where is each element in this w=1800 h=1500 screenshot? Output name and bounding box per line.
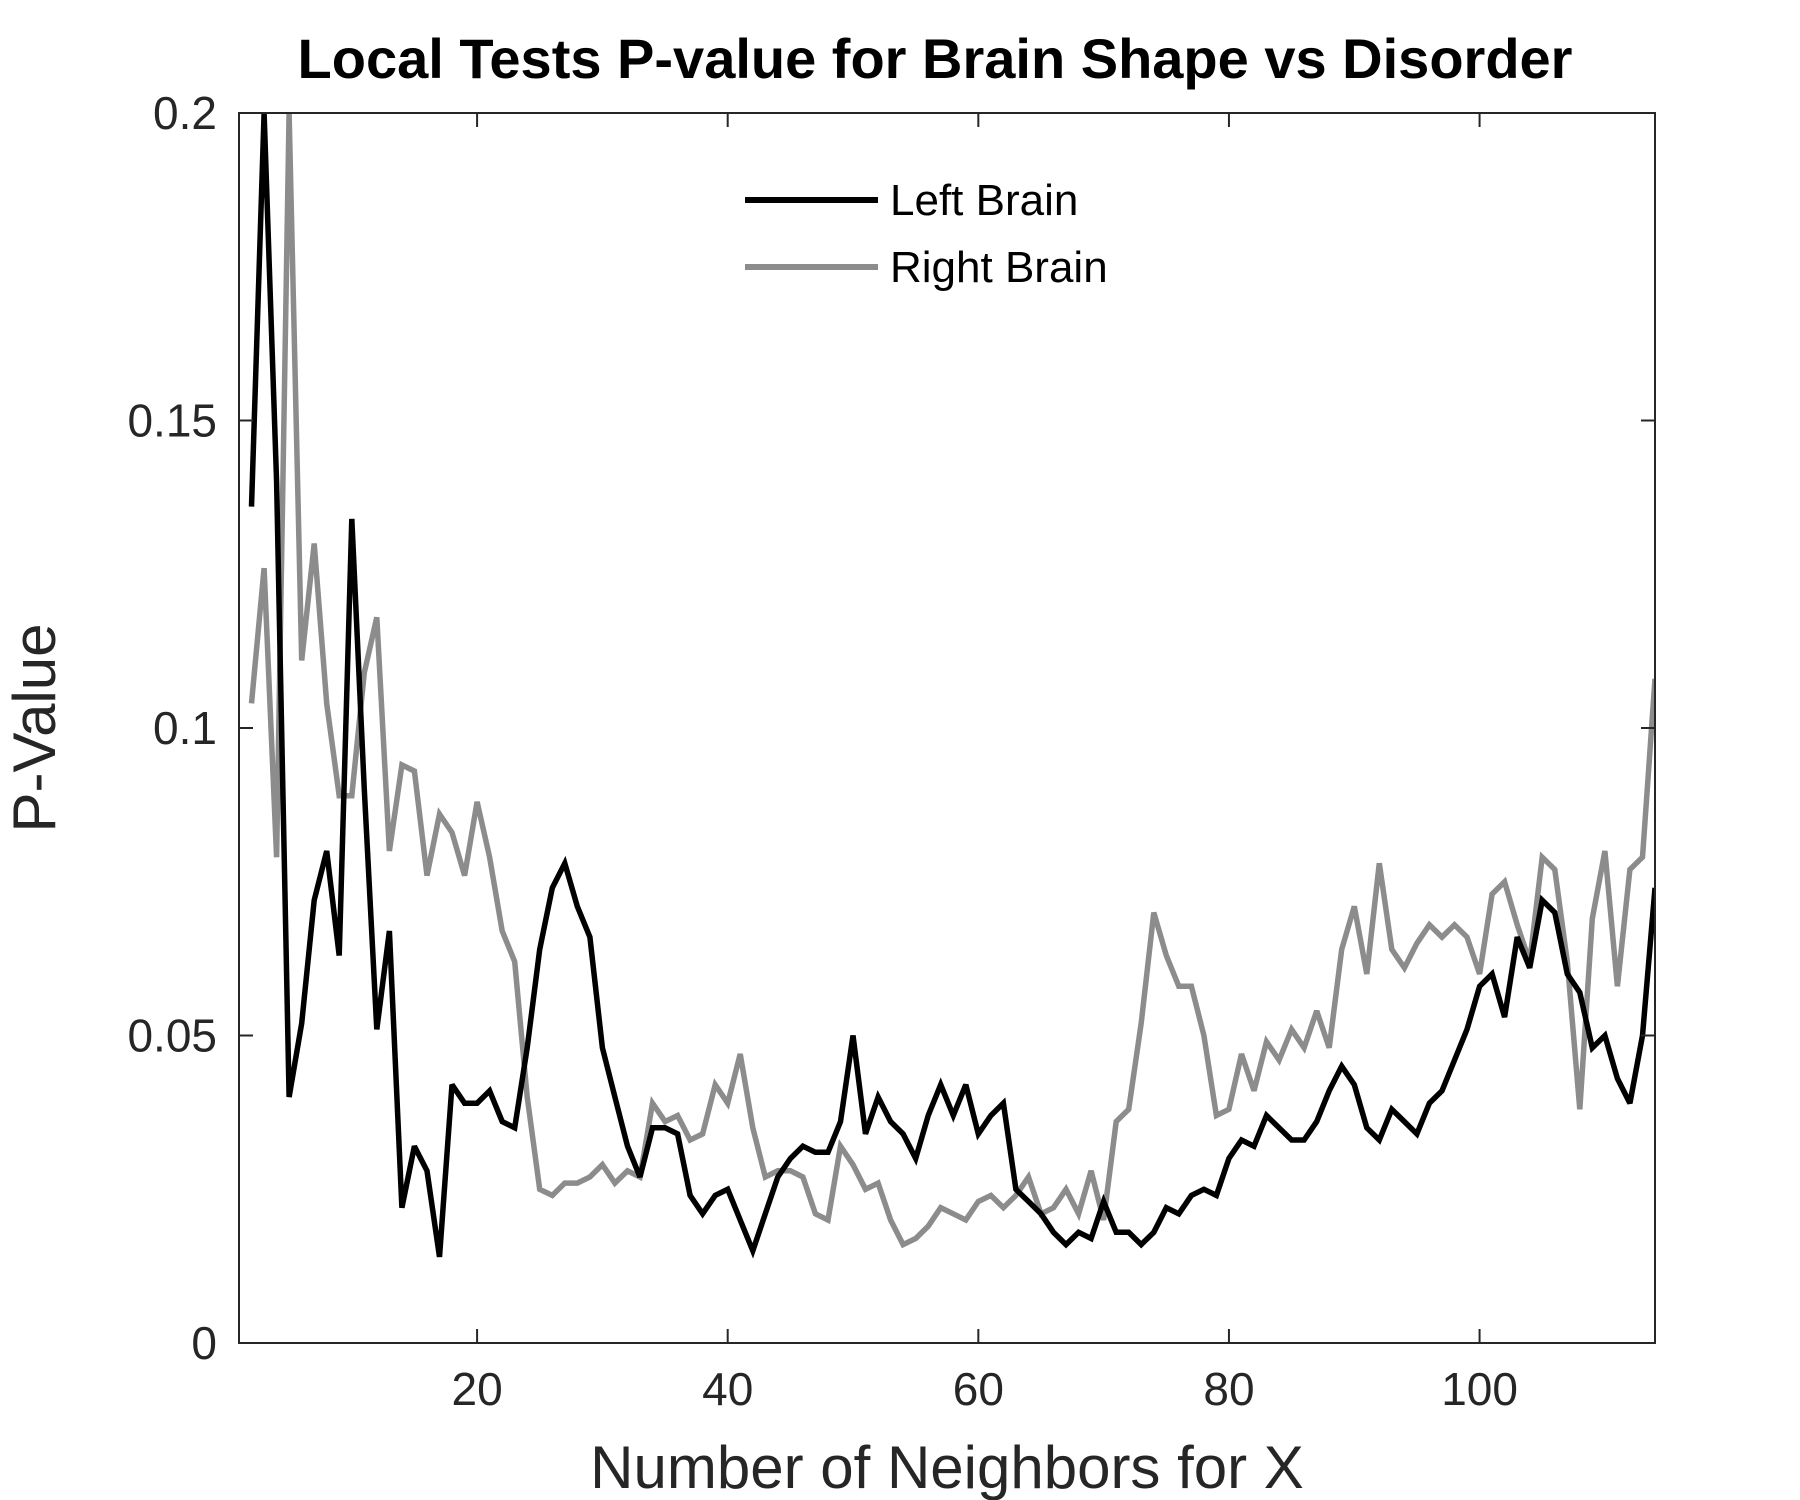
axis-ticks: 20 40 60 80 100 0 0.05 0.1 0.15 0.2 [127, 87, 1655, 1415]
x-tick-label: 80 [1203, 1363, 1254, 1415]
plot-lines [248, 112, 1655, 1259]
y-tick-label: 0 [191, 1317, 217, 1369]
y-tick-label: 0.15 [127, 395, 217, 447]
x-tick-label: 40 [702, 1363, 753, 1415]
chart-title: Local Tests P-value for Brain Shape vs D… [298, 27, 1573, 90]
x-tick-label: 100 [1441, 1363, 1518, 1415]
x-tick-label: 60 [953, 1363, 1004, 1415]
series-line-left-brain [248, 112, 1655, 1259]
x-tick-label: 20 [452, 1363, 503, 1415]
y-tick-label: 0.2 [153, 87, 217, 139]
series-line-right-brain [248, 112, 1655, 1249]
legend-label: Left Brain [890, 176, 1078, 225]
y-tick-label: 0.05 [127, 1010, 217, 1062]
y-axis-title: P-Value [1, 623, 68, 832]
plot-frame [238, 112, 1656, 1344]
x-axis-title: Number of Neighbors for X [590, 1434, 1304, 1500]
legend: Left Brain Right Brain [745, 176, 1108, 292]
y-tick-label: 0.1 [153, 702, 217, 754]
legend-label: Right Brain [890, 243, 1108, 292]
